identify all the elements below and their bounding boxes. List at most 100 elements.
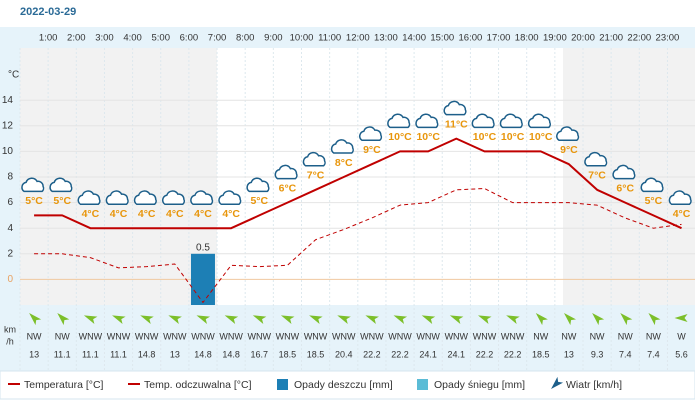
weather-icon <box>612 164 636 180</box>
wind-arrow <box>506 315 520 324</box>
cloud <box>21 177 45 193</box>
bar-label: 0.5 <box>196 242 210 253</box>
cloud <box>556 126 580 141</box>
temp-label: 9°C <box>363 144 381 156</box>
wind-speed: 13 <box>564 349 574 359</box>
x-tick-label: 10:00 <box>290 33 314 44</box>
cloud <box>302 151 326 167</box>
arrow <box>196 315 211 324</box>
temp-label: 10°C <box>529 131 553 143</box>
wind-direction: WNW <box>276 331 300 341</box>
wind-speed: 9.3 <box>591 349 604 359</box>
x-tick-label: 20:00 <box>571 33 595 44</box>
wind-speed: 11.1 <box>82 349 99 359</box>
wind-speed: 22.2 <box>391 349 409 359</box>
x-tick-label: 12:00 <box>346 33 370 44</box>
arrow <box>112 315 126 324</box>
cloud <box>218 190 242 205</box>
wind-speed: 7.4 <box>647 349 660 359</box>
wind-direction: WNW <box>473 331 497 341</box>
arrow <box>280 315 295 324</box>
wind-arrow <box>57 313 70 326</box>
legend-box <box>0 370 695 400</box>
wind-speed: 22.2 <box>363 349 381 359</box>
x-tick-label: 7:00 <box>208 33 227 44</box>
wind-arrow <box>337 315 351 324</box>
wind-direction: WNW <box>107 331 131 341</box>
cloud <box>190 190 214 205</box>
wind-speed: 13 <box>29 349 39 359</box>
weather-icon <box>359 126 383 141</box>
legend-swatch <box>277 379 288 390</box>
wind-speed: 18.5 <box>307 349 325 359</box>
weather-icon <box>302 151 326 167</box>
y-tick-label: 0 <box>7 274 13 285</box>
temp-label: 4°C <box>138 208 156 220</box>
weather-icon <box>274 164 298 180</box>
wind-arrow <box>674 314 688 322</box>
cloud <box>246 177 270 193</box>
x-tick-label: 22:00 <box>627 33 651 44</box>
cloud <box>443 100 467 116</box>
wind-speed: 18.5 <box>279 349 297 359</box>
arrow <box>140 315 154 324</box>
cloud <box>77 190 101 205</box>
temp-label: 11°C <box>445 118 468 130</box>
wind-direction: NW <box>646 331 661 341</box>
legend-label: Opady deszczu [mm] <box>294 379 393 391</box>
weather-icon <box>190 190 214 205</box>
temp-label: 8°C <box>335 157 353 169</box>
weather-icon <box>77 190 101 205</box>
wind-direction: NW <box>618 331 633 341</box>
arrow <box>620 313 633 326</box>
wind-direction: NW <box>27 331 42 341</box>
x-tick-label: 8:00 <box>236 33 255 44</box>
y-tick-label: 14 <box>2 95 14 106</box>
arrow <box>393 315 408 324</box>
wind-speed: 14.8 <box>222 349 240 359</box>
wind-speed: 5.6 <box>675 349 688 359</box>
cloud <box>387 113 411 129</box>
arrow <box>648 313 661 326</box>
wind-arrow <box>224 315 239 324</box>
x-tick-label: 14:00 <box>402 33 426 44</box>
wind-speed: 11.1 <box>54 349 71 359</box>
wind-speed: 24.1 <box>419 349 437 359</box>
arrow <box>674 314 688 322</box>
temp-label: 4°C <box>222 208 240 220</box>
weather-icon <box>527 113 551 129</box>
y-tick-label: 6 <box>7 197 13 208</box>
wind-speed: 18.5 <box>532 349 550 359</box>
wind-arrow <box>478 315 492 324</box>
arrow <box>252 315 267 324</box>
wind-arrow <box>112 315 126 324</box>
wind-arrow <box>421 315 436 324</box>
wind-direction: WNW <box>445 331 469 341</box>
wind-arrow <box>393 315 408 324</box>
x-tick-label: 23:00 <box>656 33 680 44</box>
wind-direction: NW <box>533 331 548 341</box>
arrow <box>168 315 182 324</box>
date-title: 2022-03-29 <box>20 6 76 18</box>
wind-arrow <box>252 315 267 324</box>
legend-label: Temp. odczuwalna [°C] <box>144 379 252 391</box>
wind-arrow <box>449 315 464 324</box>
cloud <box>105 190 129 205</box>
temp-label: 10°C <box>388 131 412 143</box>
x-tick-label: 4:00 <box>123 33 142 44</box>
cloud <box>415 113 439 129</box>
cloud <box>359 126 383 141</box>
wind-arrow <box>563 313 576 326</box>
weather-icon <box>415 113 439 129</box>
wind-unit: km <box>4 324 16 334</box>
wind-arrow <box>309 315 323 324</box>
wind-speed: 22.2 <box>504 349 522 359</box>
cloud <box>133 190 157 205</box>
temp-label: 4°C <box>82 208 100 220</box>
weather-icon <box>387 113 411 129</box>
temp-label: 6°C <box>279 182 297 194</box>
arrow <box>29 313 42 326</box>
arrow <box>337 315 351 324</box>
cloud <box>612 164 636 180</box>
wind-speed: 24.1 <box>448 349 466 359</box>
